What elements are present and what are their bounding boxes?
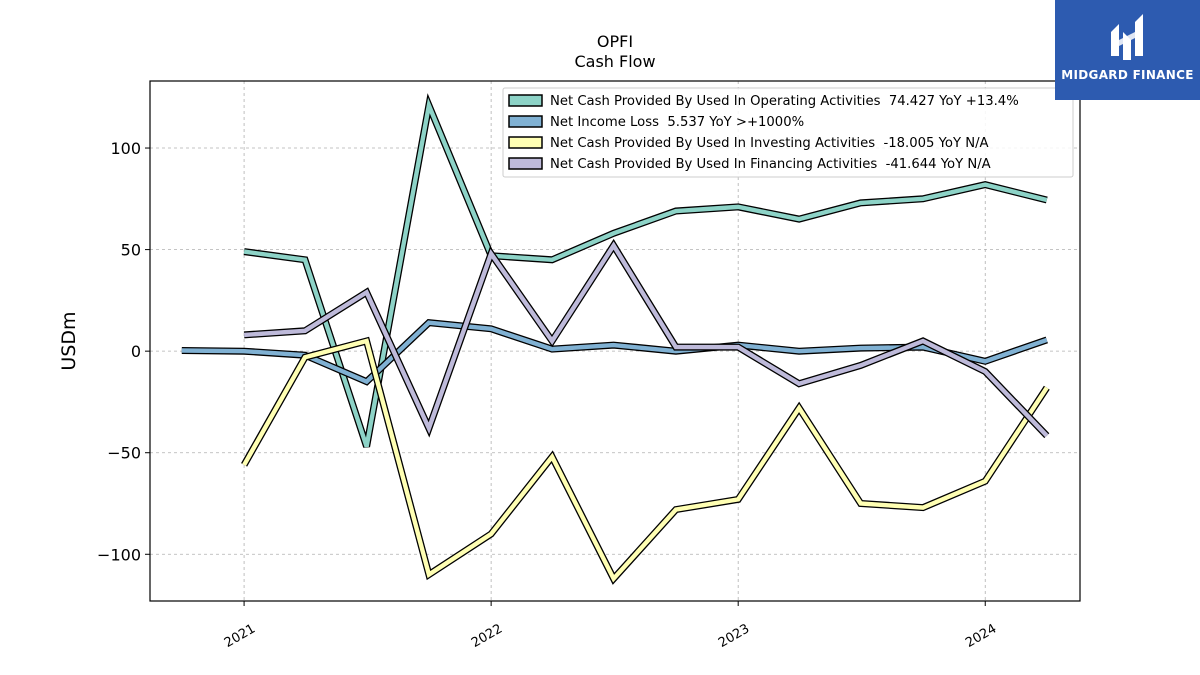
y-tick-label: −50: [107, 444, 141, 463]
x-tick-label: 2021: [222, 621, 258, 651]
series-line-stroke: [243, 241, 1049, 438]
legend-swatch: [508, 115, 543, 128]
series-line-3: [241, 336, 1050, 585]
chart-subtitle: Cash Flow: [574, 52, 655, 71]
y-tick-label: 50: [121, 241, 141, 260]
legend: Net Cash Provided By Used In Operating A…: [502, 87, 1074, 178]
legend-swatch: [508, 157, 543, 170]
x-tick-label: 2023: [716, 621, 752, 651]
legend-swatch: [508, 94, 543, 107]
series-line-stroke: [242, 338, 1049, 583]
x-tick-label: 2022: [469, 621, 505, 651]
legend-swatch: [508, 136, 543, 149]
y-axis-label: USDm: [58, 311, 80, 370]
plot-area-frame: [149, 80, 1081, 602]
logo-text: MIDGARD FINANCE: [1061, 68, 1194, 82]
legend-label: Net Income Loss 5.537 YoY >+1000%: [550, 115, 804, 130]
y-tick-label: 100: [110, 139, 141, 158]
legend-label: Net Cash Provided By Used In Financing A…: [550, 157, 991, 172]
legend-box: [502, 87, 1074, 178]
legend-label: Net Cash Provided By Used In Operating A…: [550, 94, 1019, 109]
series-lines: [181, 93, 1050, 585]
y-tick-label: 0: [131, 342, 141, 361]
axes: 100 50 0 −50 −100 2021 2022 2023 2024: [97, 139, 999, 651]
legend-label: Net Cash Provided By Used In Investing A…: [550, 136, 989, 151]
chart-title: OPFI: [597, 32, 633, 51]
midgard-finance-logo: MIDGARD FINANCE: [1055, 0, 1200, 100]
x-tick-label: 2024: [963, 621, 999, 651]
midgard-logo-icon: [1111, 14, 1143, 60]
series-line-4: [243, 238, 1050, 439]
y-tick-label: −100: [97, 545, 141, 564]
